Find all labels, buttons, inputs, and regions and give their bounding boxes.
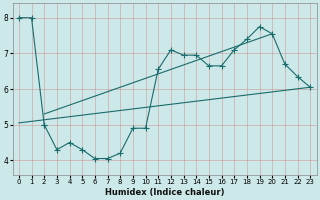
X-axis label: Humidex (Indice chaleur): Humidex (Indice chaleur) [105, 188, 224, 197]
